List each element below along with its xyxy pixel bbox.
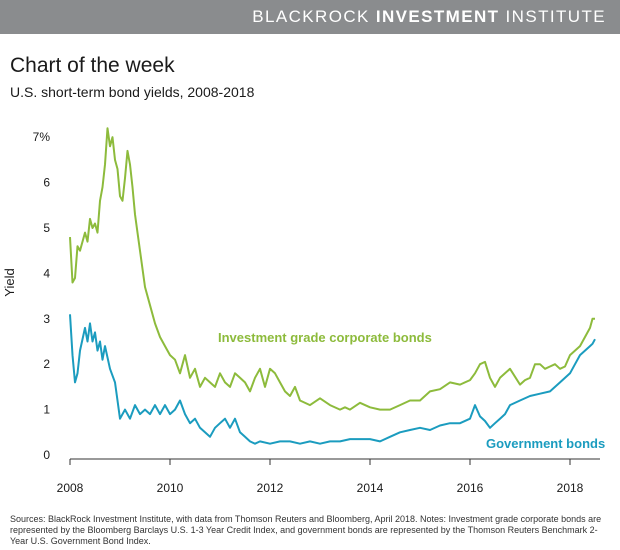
corporate-bonds-line [69,127,595,411]
y-tick-label: 7% [33,130,51,144]
government-bonds-line [69,314,596,445]
y-tick-label: 6 [43,176,50,190]
x-tick-label: 2016 [457,481,484,495]
y-tick-label: 2 [43,357,50,371]
y-tick-label: 0 [43,448,50,462]
source-note: Sources: BlackRock Investment Institute,… [10,514,602,546]
brand-text-tail: INSTITUTE [499,7,606,26]
y-tick-label: 4 [43,266,50,280]
x-tick-label: 2018 [557,481,584,495]
brand-text-bold: INVESTMENT [375,7,500,26]
government-bonds-label: Government bonds [486,436,605,451]
chart-subtitle: U.S. short-term bond yields, 2008-2018 [10,84,255,100]
corporate-bonds-label: Investment grade corporate bonds [218,330,432,345]
y-tick-label: 1 [43,403,50,417]
x-tick-label: 2014 [357,481,384,495]
y-axis-label: Yield [2,268,17,296]
chart-title: Chart of the week [10,54,175,77]
x-tick-label: 2008 [57,481,84,495]
y-tick-label: 5 [43,221,50,235]
brand-logo: BLACKROCK INVESTMENT INSTITUTE [252,7,606,27]
chart-axes: 2008 2010 2012 2014 2016 2018 0 1 2 3 4 5 6 7% Yield [2,130,600,495]
line-chart: 2008 2010 2012 2014 2016 2018 0 1 2 3 4 5 6 7% Yield I… [2,127,605,495]
x-tick-label: 2012 [257,481,284,495]
chart-series [69,127,596,445]
brand-text-light: BLACKROCK [252,7,376,26]
chart-series-labels: Investment grade corporate bonds Governme… [218,330,605,451]
x-tick-label: 2010 [157,481,184,495]
y-tick-label: 3 [43,312,50,326]
brand-bar: BLACKROCK INVESTMENT INSTITUTE [0,0,620,34]
